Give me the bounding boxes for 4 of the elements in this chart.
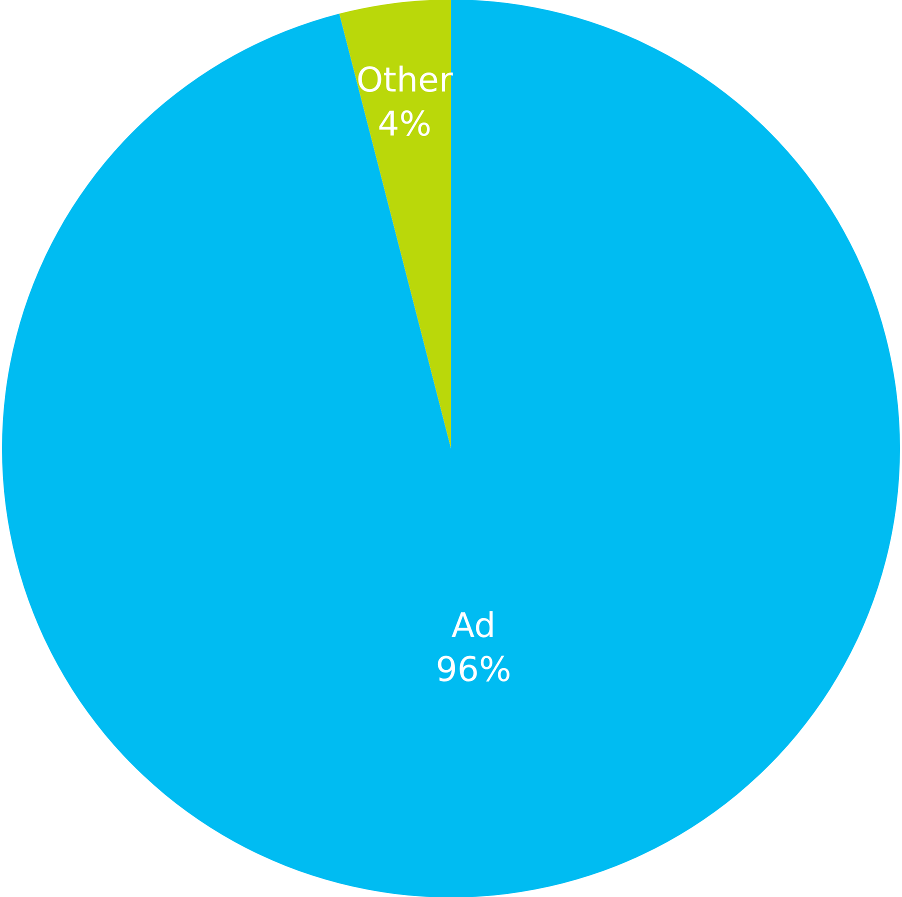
data-label: 96%	[436, 650, 512, 690]
slice-label: Ad	[451, 606, 496, 646]
data-label: 4%	[378, 104, 432, 144]
pie-slice	[339, 0, 451, 448]
